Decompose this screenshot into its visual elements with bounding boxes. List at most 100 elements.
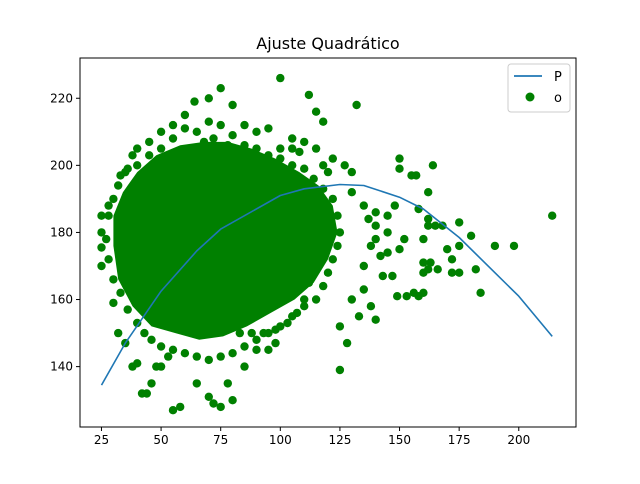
scatter-point bbox=[431, 221, 440, 230]
scatter-point bbox=[190, 97, 199, 106]
scatter-point bbox=[400, 234, 409, 244]
scatter-point bbox=[371, 208, 380, 217]
x-tick-label: 150 bbox=[388, 433, 411, 447]
scatter-point bbox=[347, 188, 356, 197]
scatter-point bbox=[180, 110, 190, 120]
x-axis: 25 50 75 100 125 150 175 200 bbox=[94, 427, 530, 447]
scatter-point bbox=[209, 258, 218, 267]
scatter-point bbox=[304, 245, 314, 254]
scatter-point bbox=[128, 224, 137, 234]
scatter-point bbox=[133, 359, 142, 368]
scatter-point bbox=[211, 308, 221, 318]
scatter-point bbox=[185, 144, 194, 153]
scatter-point bbox=[235, 154, 244, 163]
scatter-point bbox=[295, 147, 304, 157]
scatter-point bbox=[176, 305, 185, 314]
scatter-point bbox=[471, 265, 480, 274]
scatter-point bbox=[216, 120, 225, 130]
scatter-point bbox=[199, 318, 209, 328]
scatter-point bbox=[328, 154, 337, 163]
scatter-point bbox=[366, 241, 376, 251]
scatter-point bbox=[223, 171, 232, 180]
scatter-point bbox=[228, 131, 237, 140]
scatter-point bbox=[455, 241, 464, 251]
scatter-point bbox=[211, 322, 221, 331]
scatter-point bbox=[402, 292, 411, 301]
scatter-point bbox=[276, 144, 285, 153]
scatter-point bbox=[288, 144, 297, 153]
scatter-point bbox=[128, 241, 137, 251]
scatter-point bbox=[548, 211, 557, 220]
scatter-point bbox=[371, 234, 380, 244]
legend-label-line: P bbox=[554, 70, 562, 85]
legend: P o bbox=[507, 63, 571, 113]
scatter-point bbox=[173, 164, 182, 173]
scatter-point bbox=[185, 161, 194, 170]
scatter-point bbox=[257, 224, 266, 234]
scatter-point bbox=[395, 164, 404, 173]
scatter-point bbox=[161, 171, 170, 180]
scatter-point bbox=[292, 308, 302, 318]
scatter-point bbox=[133, 258, 142, 267]
chart-title: Ajuste Quadrático bbox=[256, 34, 399, 53]
scatter-point bbox=[354, 312, 364, 321]
scatter-point bbox=[204, 94, 213, 103]
scatter-point bbox=[383, 211, 392, 220]
scatter-point bbox=[211, 281, 221, 291]
scatter-point bbox=[102, 234, 111, 244]
scatter-point bbox=[195, 241, 204, 251]
scatter-point bbox=[288, 134, 297, 143]
scatter-point bbox=[145, 137, 154, 147]
scatter-point bbox=[97, 261, 106, 271]
scatter-point bbox=[173, 151, 182, 160]
scatter-point bbox=[390, 201, 399, 210]
scatter-point bbox=[187, 312, 197, 321]
scatter-point bbox=[176, 402, 185, 412]
scatter-point bbox=[159, 265, 168, 274]
scatter-point bbox=[359, 201, 368, 210]
scatter-point bbox=[166, 278, 175, 287]
scatter-point bbox=[447, 255, 457, 264]
scatter-point bbox=[395, 154, 404, 163]
scatter-point bbox=[409, 288, 418, 297]
scatter-point bbox=[426, 258, 435, 267]
scatter-point bbox=[147, 379, 156, 388]
scatter-point bbox=[190, 214, 199, 224]
scatter-point bbox=[109, 275, 118, 284]
scatter-point bbox=[223, 379, 232, 388]
scatter-point bbox=[424, 221, 433, 230]
scatter-point bbox=[154, 248, 163, 257]
scatter-point bbox=[209, 399, 218, 408]
y-tick-label: 180 bbox=[50, 225, 73, 239]
scatter-point bbox=[383, 228, 392, 237]
scatter-point bbox=[476, 288, 485, 297]
scatter-point bbox=[376, 251, 385, 261]
scatter-point bbox=[359, 261, 368, 271]
scatter-point bbox=[114, 181, 123, 190]
scatter-point bbox=[168, 134, 178, 143]
scatter-point bbox=[424, 265, 433, 274]
scatter-point bbox=[228, 100, 237, 110]
scatter-point bbox=[164, 352, 173, 361]
scatter-point bbox=[333, 211, 342, 220]
scatter-point bbox=[300, 164, 309, 173]
scatter-point bbox=[228, 208, 237, 217]
scatter-point bbox=[104, 211, 113, 220]
scatter-point bbox=[140, 328, 149, 338]
scatter-point bbox=[180, 349, 190, 358]
scatter-point bbox=[319, 117, 328, 126]
scatter-point bbox=[333, 241, 342, 251]
scatter-point bbox=[145, 151, 154, 160]
scatter-point bbox=[228, 258, 237, 267]
scatter-point bbox=[180, 124, 190, 133]
scatter-point bbox=[168, 120, 178, 130]
x-tick-label: 75 bbox=[213, 433, 228, 447]
scatter-point bbox=[328, 255, 337, 264]
x-tick-label: 100 bbox=[269, 433, 292, 447]
legend-label-points: o bbox=[554, 91, 562, 106]
scatter-point bbox=[214, 248, 223, 257]
scatter-point bbox=[104, 201, 113, 210]
scatter-point bbox=[383, 248, 392, 257]
scatter-point bbox=[307, 261, 316, 271]
scatter-point bbox=[156, 144, 166, 153]
